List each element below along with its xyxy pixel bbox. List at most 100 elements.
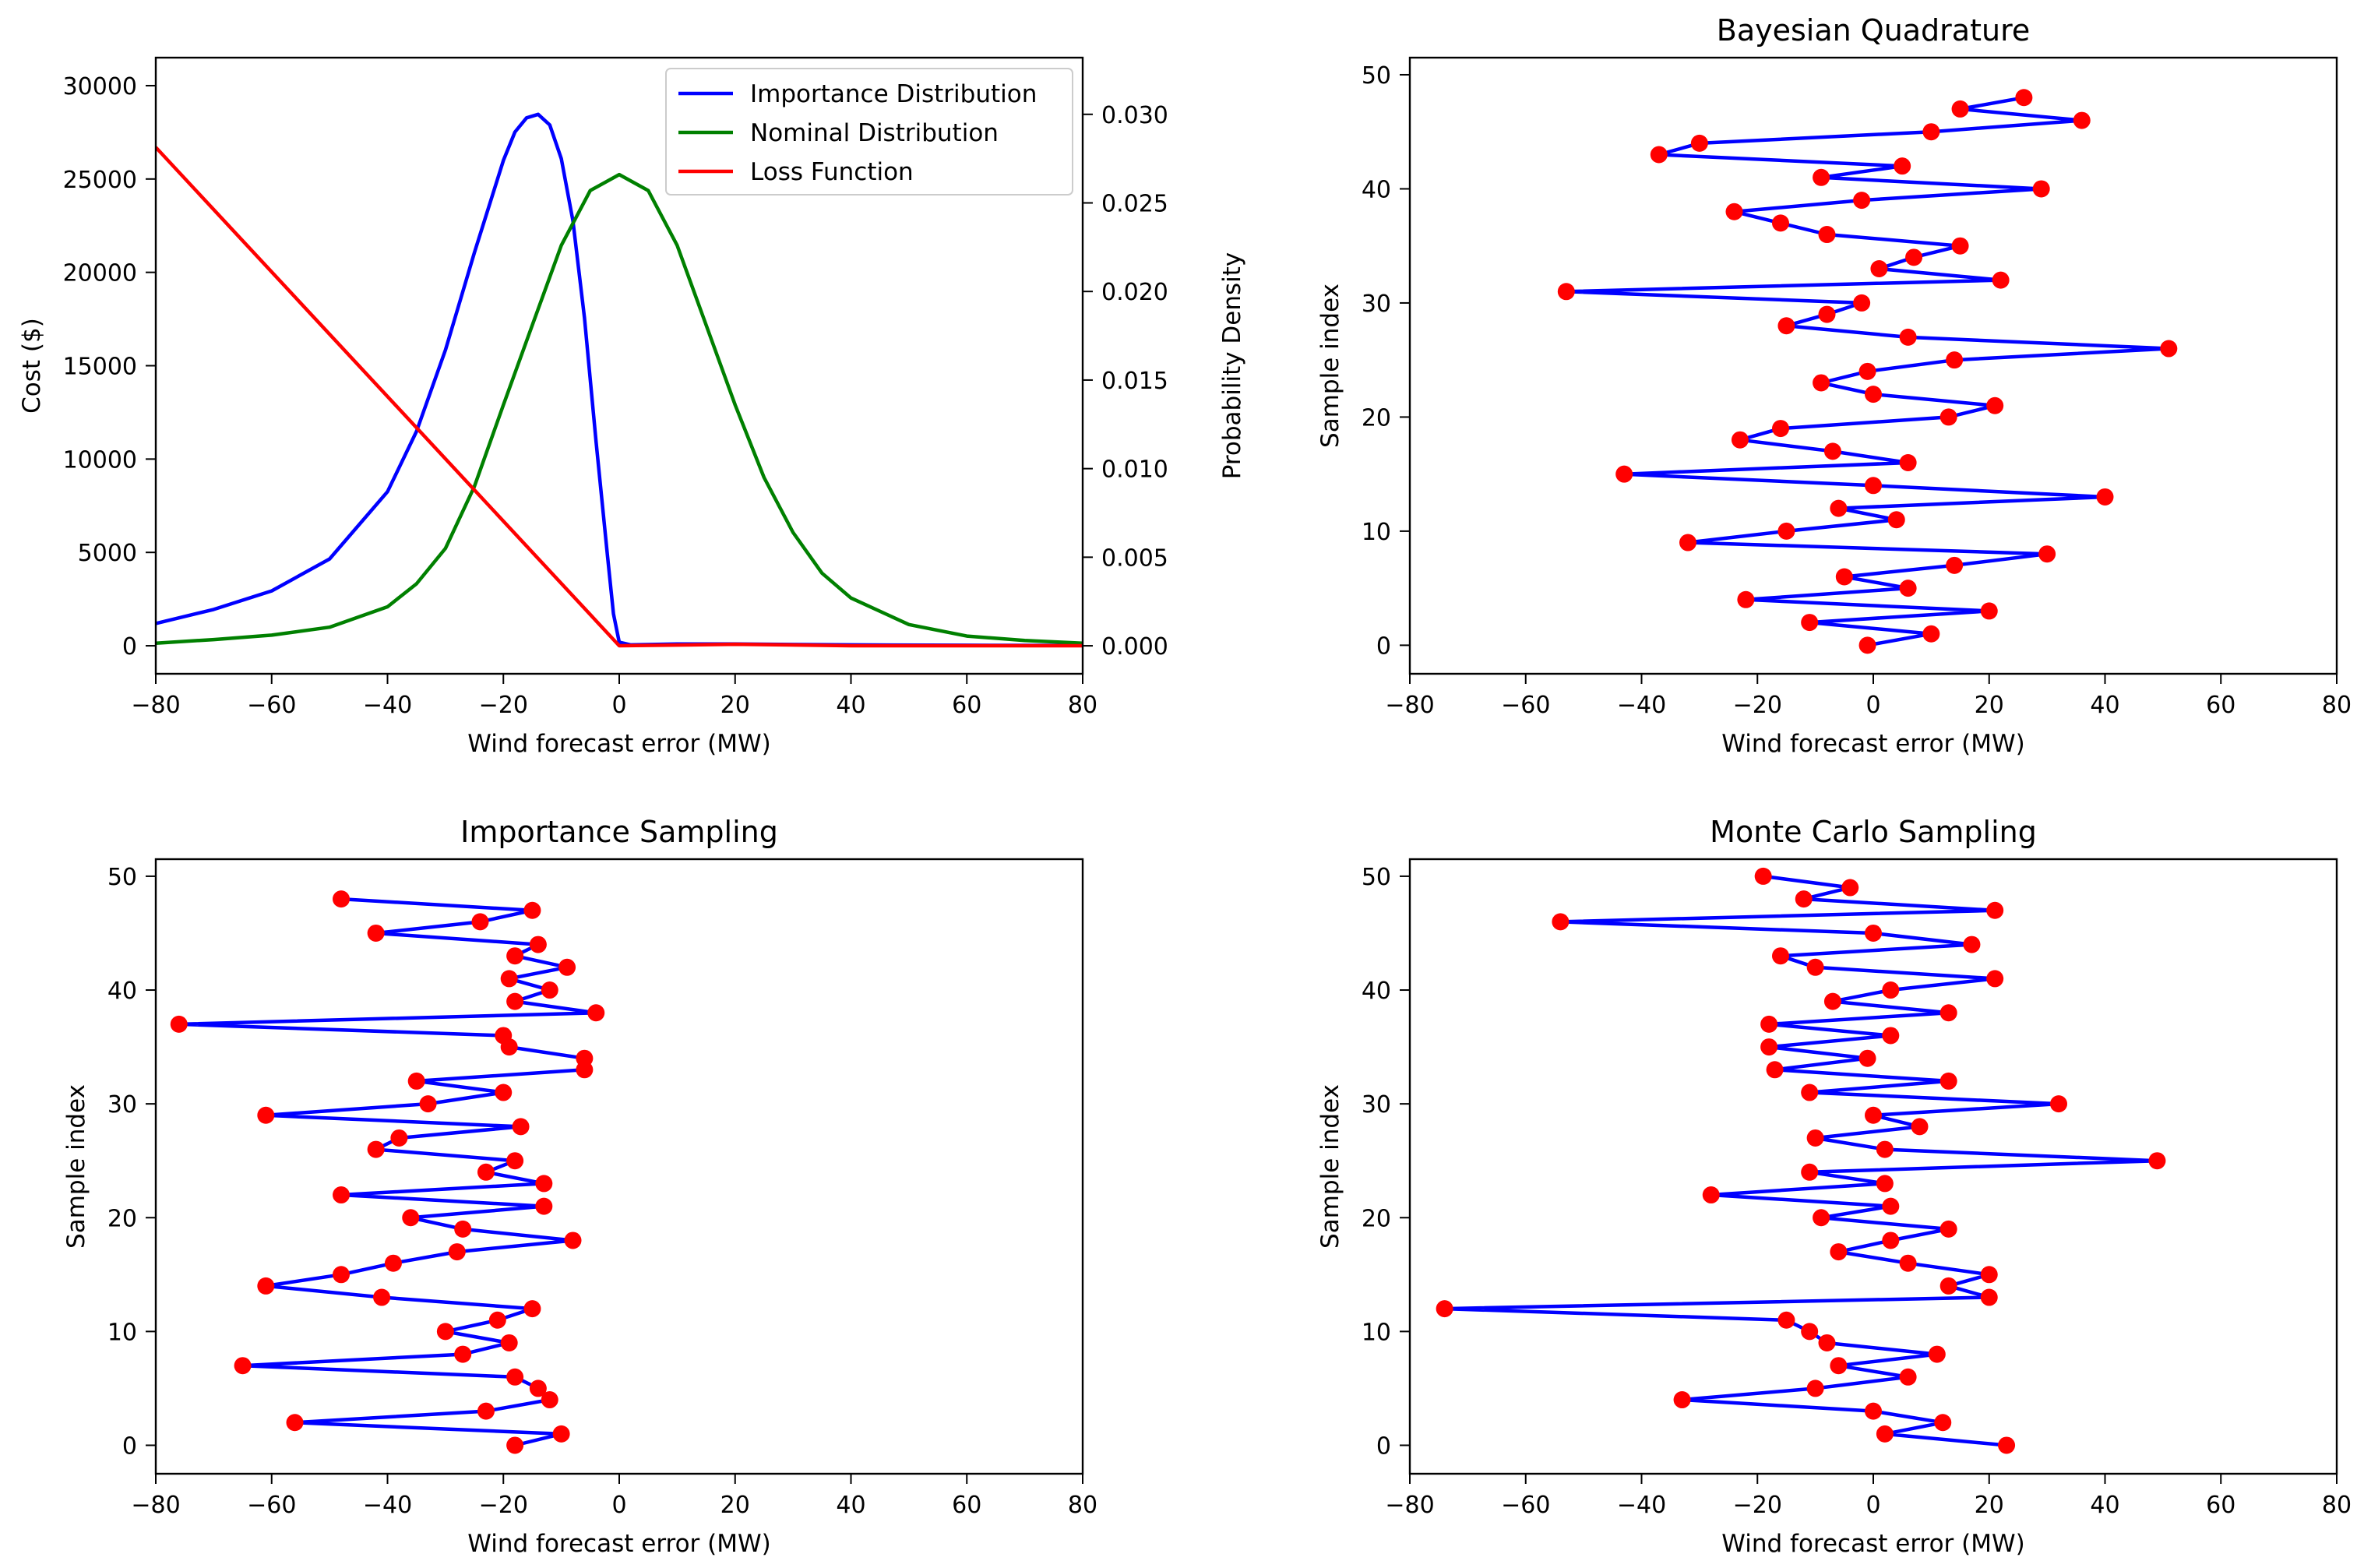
sample-point — [506, 992, 524, 1010]
x-axis: −80 −60 −40 −20 0 20 40 60 80 — [131, 1474, 1097, 1519]
sample-point — [1725, 203, 1743, 220]
x-tick-label: 60 — [952, 692, 981, 719]
plot-area — [170, 890, 605, 1454]
sample-point — [1702, 1186, 1720, 1204]
y-tick-label: 20 — [107, 1205, 137, 1232]
x-axis: −80 −60 −40 −20 0 20 40 60 80 — [1385, 1474, 2352, 1519]
sample-point — [1853, 294, 1871, 312]
sample-point — [523, 1300, 541, 1318]
y-tick-label: 20 — [1362, 404, 1391, 432]
sample-point — [1887, 511, 1905, 529]
sample-point — [488, 1311, 506, 1329]
legend-box — [665, 68, 1073, 196]
sample-point — [1813, 168, 1830, 186]
y-tick-label: 30 — [107, 1091, 137, 1119]
sample-point — [448, 1243, 466, 1261]
x-tick-label: 20 — [720, 1492, 750, 1519]
x-tick-label: 20 — [1975, 692, 2004, 719]
sample-point — [1731, 431, 1749, 449]
sample-point — [1951, 237, 1969, 255]
sample-point — [1986, 970, 2004, 988]
sample-point — [1777, 317, 1795, 335]
chart-p4: −80 −60 −40 −20 0 20 40 60 80 Wind forecast error… — [1316, 815, 2352, 1558]
sample-point — [1939, 1072, 1957, 1090]
sample-point — [402, 1209, 420, 1227]
sample-point — [541, 1391, 558, 1409]
x-tick-label: −20 — [479, 692, 528, 719]
x-tick-label: −60 — [247, 692, 296, 719]
sample-point — [1813, 1209, 1830, 1227]
sample-point — [1760, 1015, 1778, 1033]
sample-point — [1777, 522, 1795, 540]
y-tick-label: 30 — [1362, 291, 1391, 318]
sample-point — [454, 1220, 472, 1238]
x-tick-label: 0 — [1865, 692, 1880, 719]
sample-point — [407, 1072, 425, 1090]
sample-point — [373, 1288, 391, 1306]
x-axis-label: Wind forecast error (MW) — [467, 730, 770, 758]
sample-point — [2050, 1095, 2067, 1113]
x-tick-label: 80 — [1068, 1492, 1097, 1519]
x-tick-label: 40 — [2090, 692, 2119, 719]
sample-point — [1899, 1254, 1917, 1272]
sample-point — [454, 1345, 472, 1363]
sample-point — [1939, 1004, 1957, 1022]
sample-point — [471, 913, 489, 931]
y2-tick-label: 0.000 — [1101, 633, 1168, 661]
sample-point — [512, 1118, 530, 1136]
y2-axis-label: Probability Density — [1218, 252, 1246, 480]
sample-point — [1922, 123, 1940, 141]
x-tick-label: 0 — [1865, 1492, 1880, 1519]
sample-point — [1650, 146, 1668, 164]
sample-point — [1980, 602, 1998, 620]
sample-point — [2148, 1152, 2166, 1170]
sample-point — [286, 1414, 304, 1432]
sample-point — [1986, 901, 2004, 919]
sample-point — [1998, 1436, 2016, 1454]
sample-point — [1830, 1243, 1848, 1261]
sample-point — [1818, 226, 1836, 244]
chart-title: Importance Sampling — [460, 815, 778, 849]
y-tick-label: 50 — [1362, 864, 1391, 891]
sample-point — [390, 1129, 408, 1147]
sample-point — [1823, 992, 1841, 1010]
y2-tick-label: 0.030 — [1101, 102, 1168, 129]
sample-point — [1992, 271, 2010, 289]
x-tick-label: −40 — [363, 692, 412, 719]
sample-point — [2073, 111, 2091, 129]
y-axis-label: Sample index — [1316, 284, 1344, 448]
x-tick-label: 40 — [836, 1492, 865, 1519]
x-axis-label: Wind forecast error (MW) — [1721, 1530, 2024, 1558]
sample-point — [523, 901, 541, 919]
sample-point — [1673, 1391, 1691, 1409]
y-tick-label: 10 — [1362, 1319, 1391, 1346]
sample-point — [1870, 259, 1888, 277]
sample-point — [2096, 488, 2114, 506]
x-tick-label: −60 — [1501, 1492, 1550, 1519]
y-axis-label: Sample index — [62, 1084, 90, 1249]
x-axis-label: Wind forecast error (MW) — [1721, 730, 2024, 758]
sample-point — [1777, 1311, 1795, 1329]
x-tick-label: −40 — [1617, 1492, 1666, 1519]
sample-point — [1766, 1061, 1784, 1079]
sample-point — [1905, 248, 1923, 266]
sample-point — [2015, 89, 2033, 107]
sample-point — [1858, 362, 1876, 380]
x-tick-label: −20 — [1733, 1492, 1782, 1519]
sample-point — [1795, 890, 1813, 908]
y2-tick-label: 0.020 — [1101, 279, 1168, 306]
x-tick-label: 40 — [2090, 1492, 2119, 1519]
sample-point — [535, 1175, 553, 1193]
x-tick-label: −80 — [131, 1492, 180, 1519]
sample-point — [1806, 958, 1824, 976]
chart-title: Monte Carlo Sampling — [1710, 815, 2037, 849]
sample-point — [2032, 180, 2050, 198]
sample-point — [1436, 1300, 1453, 1318]
x-axis-label: Wind forecast error (MW) — [467, 1530, 770, 1558]
sample-point — [1980, 1266, 1998, 1284]
sample-point — [1818, 1334, 1836, 1351]
sample-point — [1552, 913, 1570, 931]
x-tick-label: 60 — [2206, 692, 2235, 719]
y-tick-label: 40 — [1362, 176, 1391, 203]
y-tick-label: 40 — [107, 978, 137, 1005]
